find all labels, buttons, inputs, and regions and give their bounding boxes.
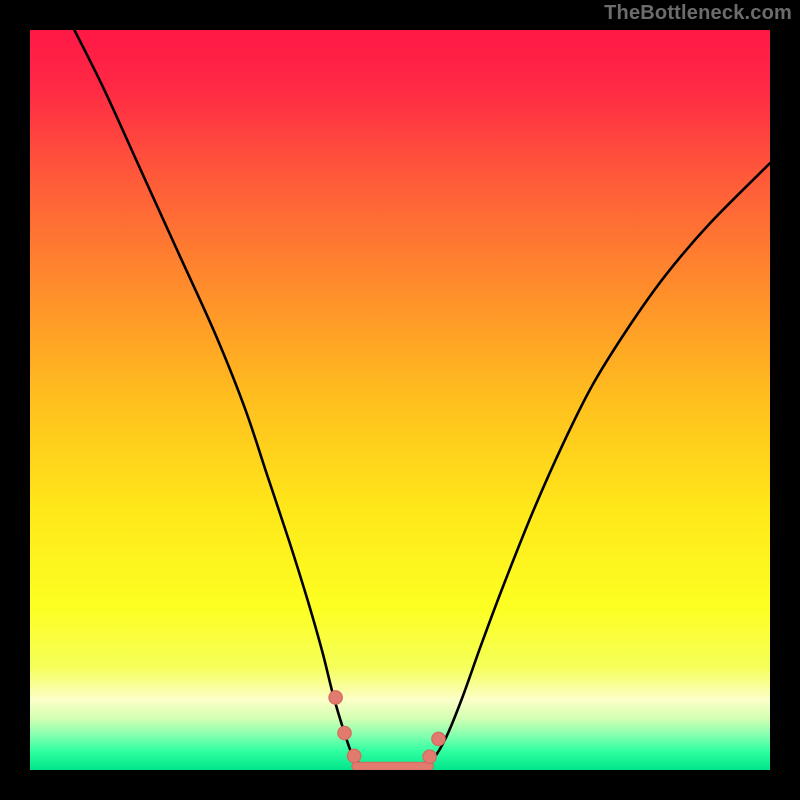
plot-area bbox=[30, 30, 770, 770]
bottleneck-chart bbox=[0, 0, 800, 800]
trough-dot bbox=[338, 726, 351, 739]
trough-band bbox=[352, 762, 433, 770]
plot-background bbox=[30, 30, 770, 770]
chart-stage: TheBottleneck.com bbox=[0, 0, 800, 800]
watermark-text: TheBottleneck.com bbox=[604, 2, 792, 25]
trough-dot bbox=[329, 691, 342, 704]
trough-dot bbox=[347, 749, 360, 762]
trough-dot bbox=[432, 732, 445, 745]
trough-dot bbox=[423, 750, 436, 763]
